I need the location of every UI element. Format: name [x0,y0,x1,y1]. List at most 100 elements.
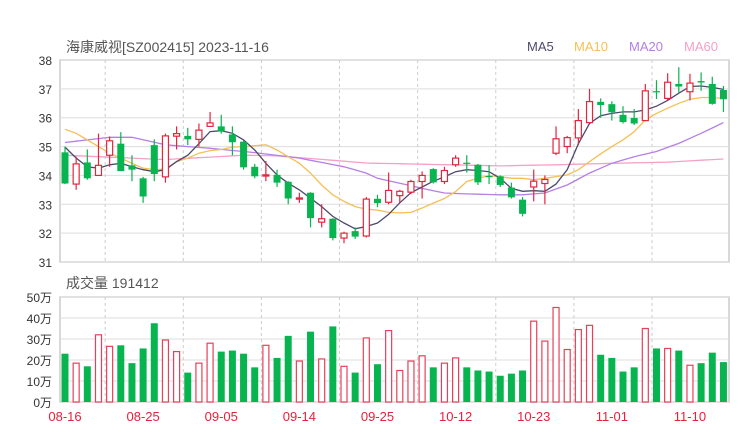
volume-bars [61,306,727,403]
candle-body [463,162,471,164]
volume-bar [72,362,80,403]
volume-bar [485,371,493,402]
axis-labels: 31 32 33 34 35 36 37 38 0万 10万 20万 30万 40万 50万 08-16 08… [27,54,706,424]
candle-body [541,178,549,185]
candle-body [94,164,103,177]
candle-body [195,129,203,140]
candle-body [139,178,147,197]
volume-bar [273,357,281,402]
volume-bar [719,362,727,402]
volume-bar [106,345,114,403]
volume-bar [195,362,203,403]
candle-body [262,174,270,177]
volume-label: 成交量 191412 [66,275,159,291]
volume-bar [150,323,158,402]
volume-bar [217,351,225,402]
ma20-line [64,122,724,196]
candle-body [217,126,225,132]
candle-body [530,180,538,188]
candle-body [608,104,616,113]
volume-bar [340,365,348,403]
volume-bar [396,369,404,403]
candle-body [664,81,672,99]
candle-body [619,114,627,123]
candle-body [452,157,460,166]
volume-bar [385,330,393,403]
candle-body [641,90,649,122]
candle-body [630,118,638,124]
volume-bar [686,364,694,403]
volume-bar [552,306,560,403]
candle-body [440,169,449,183]
volume-tick-label: 30万 [27,333,52,347]
volume-bar [407,360,415,403]
price-tick-label: 33 [39,198,53,212]
volume-bar [585,324,594,403]
volume-bar [440,362,449,403]
candle-body [708,83,716,104]
volume-bar [284,335,292,402]
candle-body [385,189,393,203]
candle-body [652,91,660,93]
volume-bar [173,351,181,403]
volume-bar [228,350,236,402]
legend: MA5 MA10 MA20 MA60 [527,39,718,54]
volume-bar [519,370,527,402]
date-label: 10-23 [517,409,550,424]
price-tick-label: 31 [39,256,53,270]
price-plot-frame [59,59,730,263]
candle-body [474,164,482,183]
volume-bar [452,357,460,403]
ma5-line [64,85,724,230]
volume-bar [128,363,136,402]
candle-body [284,181,292,199]
volume-bar [318,358,326,403]
legend-ma5: MA5 [527,39,554,54]
volume-bar [675,350,683,402]
volume-bar [61,353,69,402]
volume-bar [240,353,248,402]
volume-bar [161,339,170,403]
volume-bar [541,340,549,403]
date-label: 11-01 [596,409,628,424]
candle-body [106,140,114,156]
volume-bar [83,366,91,402]
candle-body [295,197,303,200]
price-tick-label: 38 [39,54,53,68]
volume-bar [206,342,214,403]
candle-body [574,119,582,139]
candle-body [429,169,437,183]
chart-title: 海康威视[SZ002415] 2023-11-16 [66,39,269,55]
volume-bar [597,354,605,402]
candle-body [719,90,727,100]
candle-body [251,166,259,177]
date-label: 09-14 [283,409,316,424]
ma-lines [64,85,724,230]
candle-body [72,163,80,185]
volume-bar [117,345,125,402]
candle-body [117,143,125,172]
volume-tick-label: 0万 [33,396,52,410]
price-tick-label: 32 [39,227,53,241]
candle-body [585,100,594,124]
volume-bar [652,348,660,402]
volume-bar [507,373,515,402]
date-label: 08-16 [48,409,81,424]
volume-bar [619,371,627,402]
candle-body [307,192,315,219]
volume-bar [530,320,538,403]
grid [59,59,730,403]
candle-body [396,190,404,197]
volume-bar [94,334,103,403]
price-tick-label: 34 [39,169,53,183]
volume-bar [641,327,649,403]
volume-bar [697,363,705,402]
candle-body [697,81,705,83]
candle-body [686,82,694,93]
volume-bar [474,370,482,402]
candle-body [340,232,348,239]
candle-body [507,187,515,198]
volume-bar [329,326,337,402]
volume-tick-label: 20万 [27,354,52,368]
